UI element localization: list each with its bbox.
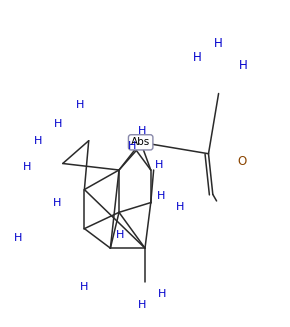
Text: H: H [23, 162, 31, 172]
Text: H: H [239, 59, 247, 72]
Text: H: H [138, 300, 146, 310]
Text: H: H [54, 119, 63, 129]
Text: H: H [80, 282, 88, 292]
Text: O: O [237, 155, 246, 168]
Text: H: H [76, 100, 84, 110]
Text: Abs: Abs [131, 137, 150, 147]
Text: H: H [214, 37, 223, 49]
Text: H: H [193, 51, 201, 64]
Text: H: H [128, 141, 136, 151]
Text: H: H [155, 160, 164, 170]
Text: H: H [157, 191, 165, 201]
Text: H: H [14, 233, 22, 243]
Text: H: H [53, 198, 61, 208]
Text: H: H [34, 136, 42, 146]
Text: H: H [138, 126, 146, 136]
Text: H: H [175, 202, 184, 213]
Text: H: H [116, 230, 125, 240]
Text: H: H [158, 289, 166, 299]
